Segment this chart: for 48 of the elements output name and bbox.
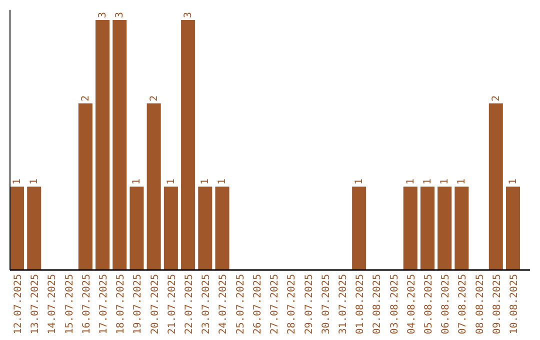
x-tick-label: 03.08.2025 [389, 274, 400, 334]
x-tick-label: 28.07.2025 [286, 274, 298, 334]
data-label: 3 [114, 12, 126, 18]
x-tick-label: 09.08.2025 [492, 274, 503, 334]
data-label: 2 [80, 95, 92, 102]
x-tick-label: 17.07.2025 [98, 274, 110, 334]
x-tick-label: 01.08.2025 [355, 274, 366, 334]
x-tick-label: 24.07.2025 [218, 274, 230, 334]
data-label: 3 [98, 12, 109, 18]
x-tick-label: 08.08.2025 [474, 274, 486, 334]
data-label: 1 [354, 178, 366, 185]
data-label: 1 [166, 178, 177, 185]
x-tick-label: 12.07.2025 [13, 274, 24, 334]
x-tick-label: 13.07.2025 [30, 274, 42, 334]
data-label: 2 [148, 95, 160, 102]
data-label: 2 [490, 95, 502, 102]
data-label: 1 [217, 178, 228, 185]
data-label: 1 [29, 178, 40, 185]
x-tick-label: 26.07.2025 [252, 274, 264, 334]
x-tick-label: 21.07.2025 [166, 274, 178, 334]
data-label: 1 [440, 178, 451, 185]
data-label: 1 [12, 178, 24, 185]
data-label: 3 [183, 12, 194, 18]
x-tick-label: 10.08.2025 [508, 274, 520, 334]
data-label: 1 [456, 178, 468, 185]
data-label: 1 [132, 178, 143, 185]
x-tick-label: 06.08.2025 [440, 274, 452, 334]
data-label: 1 [422, 178, 434, 185]
x-tick-label: 16.07.2025 [81, 274, 92, 334]
x-tick-label: 15.07.2025 [64, 274, 76, 334]
x-tick-label: 22.07.2025 [184, 274, 196, 334]
data-label: 1 [200, 178, 212, 185]
x-tick-label: 05.08.2025 [423, 274, 434, 334]
data-label: 1 [508, 178, 519, 185]
x-tick-label: 19.07.2025 [132, 274, 144, 334]
x-tick-label: 02.08.2025 [372, 274, 384, 334]
x-tick-label: 07.08.2025 [458, 274, 469, 334]
data-label: 1 [405, 178, 416, 185]
x-tick-label: 04.08.2025 [406, 274, 418, 334]
x-tick-label: 30.07.2025 [320, 274, 332, 334]
x-tick-label: 23.07.2025 [201, 274, 212, 334]
x-tick-label: 14.07.2025 [47, 274, 58, 334]
x-tick-label: 18.07.2025 [116, 274, 127, 334]
x-tick-label: 31.07.2025 [338, 274, 349, 334]
x-tick-label: 20.07.2025 [150, 274, 161, 334]
x-tick-label: 27.07.2025 [270, 274, 281, 334]
x-tick-label: 25.07.2025 [235, 274, 246, 334]
x-tick-label: 29.07.2025 [304, 274, 315, 334]
